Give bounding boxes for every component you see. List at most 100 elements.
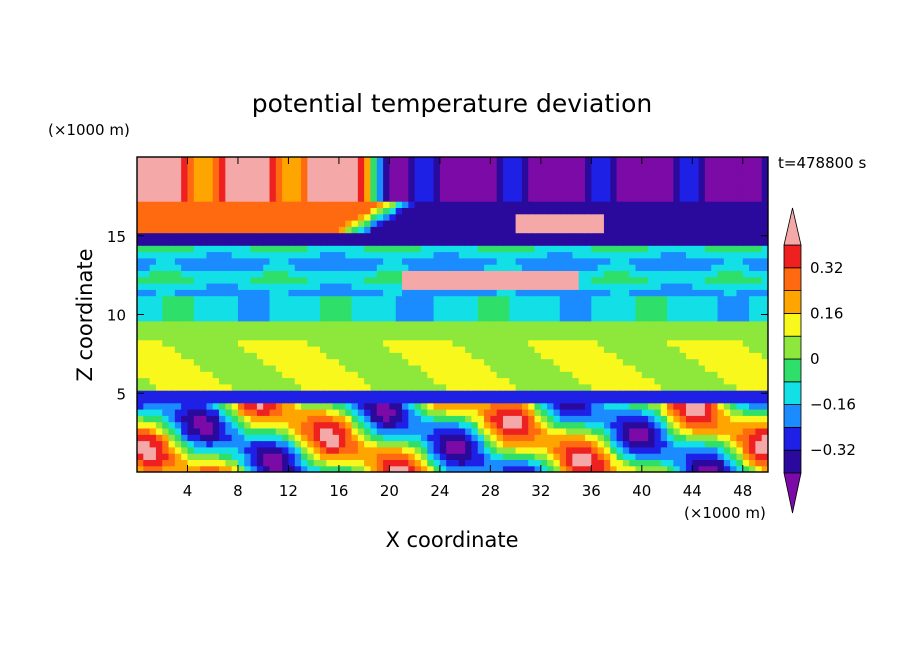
field-cell <box>547 283 555 290</box>
field-cell <box>566 175 573 183</box>
field-cell <box>591 194 599 202</box>
field-cell <box>212 409 220 416</box>
field-cell <box>717 339 725 347</box>
field-cell <box>610 182 618 190</box>
field-cell <box>749 257 756 265</box>
field-cell <box>629 283 637 290</box>
field-cell <box>206 238 214 246</box>
field-cell <box>648 207 656 215</box>
field-cell <box>219 383 226 391</box>
field-cell <box>313 175 321 183</box>
field-cell <box>603 289 611 297</box>
field-cell <box>547 232 555 240</box>
field-cell <box>389 308 397 316</box>
field-cell <box>496 453 504 460</box>
field-cell <box>250 434 258 442</box>
field-cell <box>547 459 555 467</box>
field-cell <box>730 220 738 227</box>
field-cell <box>528 157 536 164</box>
field-cell <box>181 314 189 322</box>
field-cell <box>313 396 321 404</box>
field-cell <box>282 182 290 190</box>
field-cell <box>622 295 630 303</box>
field-cell <box>313 283 321 290</box>
field-cell <box>679 201 687 208</box>
field-cell <box>667 238 674 246</box>
field-cell <box>338 308 346 316</box>
field-cell <box>307 440 315 448</box>
field-cell <box>149 308 157 316</box>
field-cell <box>143 270 151 278</box>
field-cell <box>174 459 182 467</box>
field-cell <box>667 440 674 448</box>
field-cell <box>193 421 201 429</box>
field-cell <box>200 453 208 460</box>
field-cell <box>250 383 258 391</box>
field-cell <box>357 371 365 379</box>
field-cell <box>660 320 668 328</box>
field-cell <box>420 320 428 328</box>
field-cell <box>540 264 548 271</box>
field-cell <box>603 352 611 360</box>
field-cell <box>496 226 504 234</box>
field-cell <box>275 289 283 297</box>
field-cell <box>345 453 353 460</box>
field-cell <box>471 182 479 190</box>
field-cell <box>200 301 208 309</box>
field-cell <box>307 396 315 404</box>
field-cell <box>534 415 542 423</box>
field-cell <box>193 169 201 177</box>
field-cell <box>717 257 725 265</box>
field-cell <box>364 188 372 196</box>
field-cell <box>553 264 561 271</box>
field-cell <box>282 446 290 454</box>
field-cell <box>742 383 750 391</box>
field-cell <box>471 377 479 385</box>
field-cell <box>572 283 580 290</box>
field-cell <box>496 446 504 454</box>
field-cell <box>711 364 719 372</box>
field-cell <box>149 339 157 347</box>
field-cell <box>673 434 681 442</box>
field-cell <box>692 257 700 265</box>
field-cell <box>143 169 151 177</box>
field-cell <box>326 308 334 316</box>
field-cell <box>704 333 712 341</box>
field-cell <box>193 301 201 309</box>
field-cell <box>181 201 189 208</box>
field-cell <box>521 175 529 183</box>
field-cell <box>357 346 365 353</box>
field-cell <box>420 465 428 472</box>
field-cell <box>749 383 756 391</box>
field-cell <box>685 163 693 171</box>
field-cell <box>591 402 599 410</box>
field-cell <box>143 371 151 379</box>
field-cell <box>219 465 226 472</box>
field-cell <box>616 232 624 240</box>
field-cell <box>408 251 416 259</box>
field-cell <box>534 358 542 366</box>
field-cell <box>761 314 768 322</box>
field-cell <box>351 465 359 472</box>
field-cell <box>755 213 763 221</box>
field-cell <box>244 371 252 379</box>
field-cell <box>263 358 271 366</box>
field-cell <box>723 238 731 246</box>
field-cell <box>603 169 611 177</box>
field-cell <box>477 207 485 215</box>
field-cell <box>212 440 220 448</box>
field-cell <box>326 207 334 215</box>
field-cell <box>603 364 611 372</box>
field-cell <box>749 169 756 177</box>
field-cell <box>566 465 573 472</box>
field-cell <box>502 251 510 259</box>
field-cell <box>420 415 428 423</box>
field-cell <box>187 339 195 347</box>
field-cell <box>547 201 555 208</box>
field-cell <box>294 459 302 467</box>
field-cell <box>610 257 618 265</box>
field-cell <box>477 339 485 347</box>
field-cell <box>704 308 712 316</box>
field-cell <box>660 333 668 341</box>
field-cell <box>742 308 750 316</box>
